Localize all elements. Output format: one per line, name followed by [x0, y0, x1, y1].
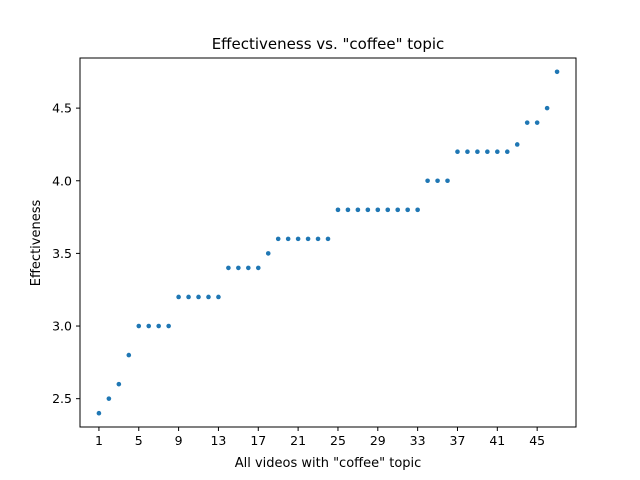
x-tick-label: 25 — [330, 433, 346, 448]
data-point — [395, 207, 401, 213]
data-point — [116, 381, 122, 387]
y-tick-label: 4.5 — [52, 101, 72, 116]
data-point — [176, 294, 181, 300]
y-tick-label: 2.5 — [52, 391, 72, 406]
data-point — [365, 207, 371, 213]
data-point — [295, 236, 301, 242]
y-axis-ticks: 2.5 3.0 3.5 4.0 4.5 — [52, 101, 80, 406]
data-point — [405, 207, 410, 213]
data-point — [106, 396, 112, 401]
data-point — [265, 251, 271, 256]
data-point — [514, 142, 520, 147]
data-point — [216, 294, 221, 300]
data-point — [445, 178, 450, 184]
data-point — [305, 236, 311, 242]
x-tick-label: 45 — [529, 433, 545, 448]
data-point — [534, 120, 540, 125]
data-point — [275, 236, 281, 242]
x-axis-label: All videos with "coffee" topic — [235, 456, 422, 471]
plot-area-frame — [79, 57, 577, 428]
y-axis-label: Effectiveness — [29, 200, 44, 287]
chart-title: Effectiveness vs. "coffee" topic — [212, 35, 445, 53]
data-point — [355, 207, 361, 213]
x-tick-label: 33 — [410, 433, 426, 448]
data-point — [236, 265, 241, 271]
data-point — [485, 149, 490, 155]
x-tick-label: 9 — [175, 433, 183, 448]
data-point — [345, 207, 351, 213]
data-point — [524, 120, 530, 125]
data-point — [285, 236, 291, 242]
data-point — [246, 265, 251, 271]
data-points — [96, 69, 560, 416]
data-point — [196, 294, 201, 300]
x-tick-label: 29 — [370, 433, 386, 448]
data-point — [375, 207, 381, 213]
x-tick-label: 37 — [450, 433, 466, 448]
y-tick-label: 3.5 — [52, 246, 72, 261]
data-point — [206, 294, 211, 300]
x-tick-label: 5 — [135, 433, 143, 448]
data-point — [136, 323, 142, 329]
data-point — [554, 69, 560, 75]
data-point — [335, 207, 341, 213]
data-point — [146, 323, 152, 329]
data-point — [415, 207, 420, 213]
data-point — [126, 352, 132, 358]
data-point — [435, 178, 440, 184]
data-point — [186, 294, 191, 300]
data-point — [495, 149, 500, 155]
data-point — [544, 105, 550, 111]
data-point — [385, 207, 391, 213]
data-point — [465, 149, 470, 155]
data-point — [156, 323, 161, 329]
x-tick-label: 17 — [250, 433, 266, 448]
data-point — [255, 265, 261, 271]
data-point — [504, 149, 510, 155]
data-point — [226, 265, 231, 271]
x-tick-label: 21 — [290, 433, 306, 448]
data-point — [166, 323, 171, 329]
x-tick-label: 1 — [95, 433, 103, 448]
x-tick-label: 41 — [489, 433, 505, 448]
y-tick-label: 3.0 — [52, 319, 72, 334]
data-point — [325, 236, 331, 242]
data-point — [315, 236, 321, 242]
x-tick-label: 13 — [210, 433, 226, 448]
data-point — [96, 410, 102, 416]
x-axis-ticks: 1 5 9 13 17 21 25 29 33 37 41 45 — [95, 427, 545, 448]
data-point — [425, 178, 430, 184]
data-point — [475, 149, 480, 155]
y-tick-label: 4.0 — [52, 173, 72, 188]
data-point — [455, 149, 460, 155]
